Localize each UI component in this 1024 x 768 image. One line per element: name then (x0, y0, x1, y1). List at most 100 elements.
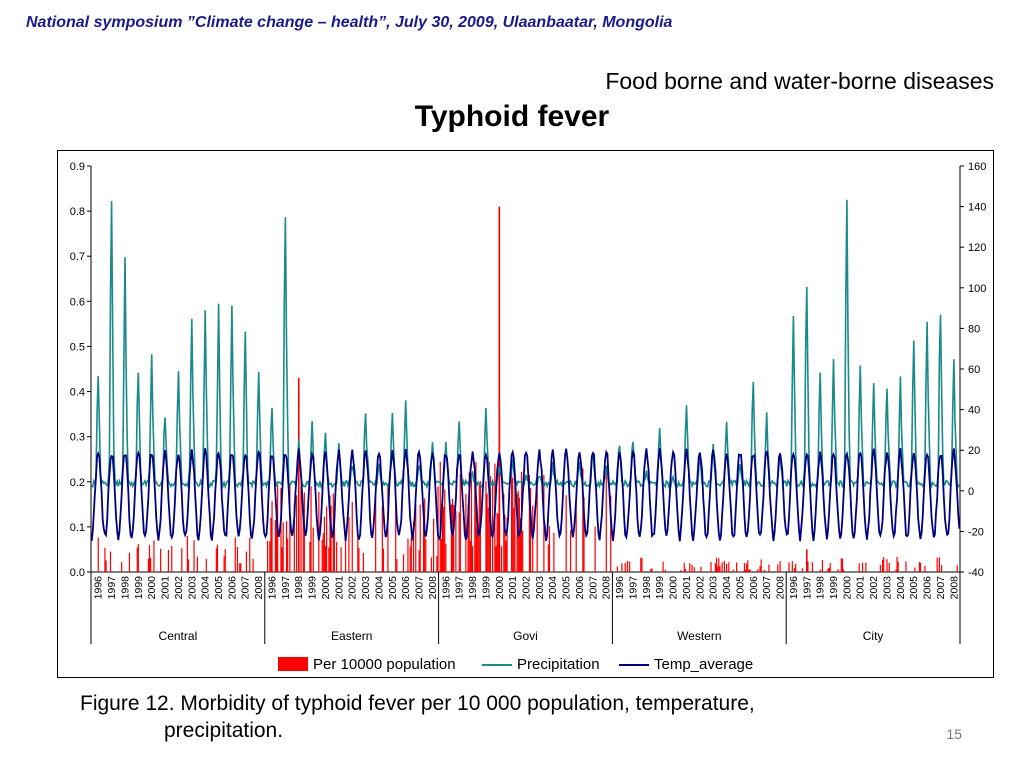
morbidity-bar (768, 564, 770, 572)
morbidity-bar (215, 548, 217, 572)
morbidity-bar (664, 569, 666, 572)
morbidity-bar (858, 563, 860, 572)
year-tick-label: 2000 (841, 576, 853, 600)
morbidity-bar (500, 546, 503, 572)
morbidity-bar (941, 565, 943, 572)
left-tick-label: 0.4 (70, 387, 85, 399)
year-tick-label: 1996 (93, 576, 105, 600)
morbidity-bar (236, 546, 239, 572)
morbidity-bar (865, 562, 867, 572)
morbidity-bar (506, 517, 508, 572)
morbidity-bar (270, 517, 272, 572)
year-tick-label: 1996 (788, 576, 800, 600)
year-tick-label: 2001 (507, 576, 519, 600)
morbidity-bar (104, 547, 106, 572)
year-tick-label: 1998 (119, 576, 131, 600)
year-tick-label: 2006 (226, 576, 238, 600)
morbidity-bar (492, 481, 494, 572)
morbidity-bar (721, 562, 723, 572)
morbidity-bar (905, 561, 907, 572)
year-tick-label: 2005 (734, 576, 746, 600)
right-tick-label: 60 (968, 364, 980, 376)
year-tick-label: 2008 (253, 576, 265, 600)
morbidity-bar (777, 564, 779, 572)
morbidity-bar (837, 569, 839, 572)
morbidity-bar (547, 544, 549, 572)
morbidity-bar (285, 521, 288, 572)
left-tick-label: 0.3 (70, 432, 85, 444)
year-tick-label: 1997 (801, 576, 813, 600)
morbidity-bar (582, 468, 584, 572)
morbidity-bar (528, 474, 530, 572)
chart-legend: Per 10000 population Precipitation Temp_av… (278, 656, 753, 673)
region-label: Eastern (331, 629, 372, 643)
morbidity-bar (444, 489, 446, 572)
morbidity-bar (842, 569, 845, 572)
legend-label-temperature: Temp_average (654, 656, 753, 673)
morbidity-bar (819, 569, 821, 572)
morbidity-bar (749, 569, 751, 572)
year-tick-label: 2003 (360, 576, 372, 600)
right-tick-label: 120 (968, 242, 986, 254)
year-tick-label: 1999 (654, 576, 666, 600)
morbidity-bar (616, 566, 619, 572)
morbidity-bar (467, 505, 469, 572)
year-tick-label: 2002 (694, 576, 706, 600)
legend-swatch-morbidity (278, 657, 308, 671)
year-tick-label: 1997 (627, 576, 639, 600)
morbidity-bar (497, 513, 499, 572)
left-tick-label: 0.1 (70, 522, 85, 534)
caption-line-1: Figure 12. Morbidity of typhoid fever pe… (80, 692, 755, 715)
morbidity-bar (714, 563, 717, 572)
morbidity-bar (536, 477, 538, 572)
year-tick-label: 2001 (855, 576, 867, 600)
morbidity-bar (504, 514, 506, 572)
year-tick-label: 2005 (561, 576, 573, 600)
morbidity-bar (914, 567, 916, 572)
morbidity-bar (896, 557, 898, 572)
morbidity-bar (505, 540, 507, 572)
year-tick-label: 2002 (347, 576, 359, 600)
right-tick-label: 160 (968, 161, 986, 173)
morbidity-bar (488, 461, 490, 572)
morbidity-bar (439, 461, 441, 572)
morbidity-bar (801, 568, 803, 572)
year-tick-label: 2002 (521, 576, 533, 600)
morbidity-bar (148, 544, 151, 572)
morbidity-bar (759, 566, 761, 572)
morbidity-bar (323, 516, 326, 572)
morbidity-bar (795, 563, 797, 572)
region-label: City (863, 629, 884, 643)
morbidity-bar (717, 566, 719, 572)
morbidity-bar (196, 556, 198, 572)
morbidity-bar (624, 563, 626, 572)
year-tick-label: 2006 (922, 576, 934, 600)
morbidity-bar (888, 562, 890, 572)
morbidity-bar (621, 563, 623, 572)
morbidity-bar (879, 564, 881, 572)
morbidity-bar (700, 566, 702, 572)
morbidity-bar (728, 562, 730, 572)
morbidity-bar (719, 565, 721, 572)
morbidity-bar (747, 560, 749, 572)
morbidity-bar (459, 474, 461, 572)
morbidity-bar (693, 567, 695, 572)
morbidity-bar (791, 561, 793, 572)
morbidity-bar (443, 506, 445, 572)
page-number: 15 (946, 726, 962, 742)
morbidity-bar (375, 496, 377, 572)
left-tick-label: 0.7 (70, 251, 85, 263)
morbidity-bar (548, 526, 551, 572)
morbidity-bar (895, 569, 897, 572)
morbidity-bar (575, 496, 577, 572)
year-tick-label: 2005 (387, 576, 399, 600)
year-tick-label: 2003 (534, 576, 546, 600)
morbidity-bar (186, 535, 188, 572)
morbidity-bar (486, 493, 488, 572)
morbidity-bar (344, 536, 347, 572)
morbidity-bar (381, 506, 383, 572)
year-tick-label: 2005 (213, 576, 225, 600)
morbidity-bar (510, 469, 513, 572)
morbidity-bar (187, 559, 190, 572)
morbidity-bar (455, 511, 457, 572)
